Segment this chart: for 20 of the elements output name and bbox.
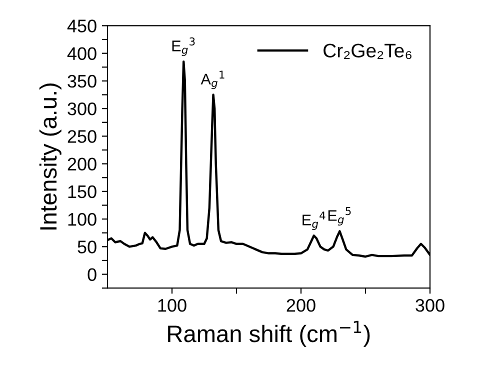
y-tick-label: 50	[78, 240, 96, 254]
legend-label: Cr₂Ge₂Te₆	[324, 44, 412, 60]
y-tick-label: 400	[67, 47, 96, 60]
x-tick-label: 200	[286, 298, 316, 312]
y-tick-label: 100	[68, 212, 96, 226]
x-axis-title: Raman shift (cm$^{−1}$)	[168, 320, 370, 347]
annotation: E$_{g}$$^{4}$	[302, 212, 326, 230]
y-axis-title: Intensity (a.u.)	[39, 84, 62, 230]
y-tick-label: 300	[68, 102, 96, 116]
x-tick-label: 300	[416, 298, 444, 312]
x-tick-label: 100	[158, 298, 186, 312]
y-tick-label: 250	[68, 130, 96, 143]
y-tick-label: 450	[67, 20, 96, 32]
y-tick-label: 200	[68, 158, 96, 171]
annotation: A$_{g}$$^{1}$	[200, 70, 224, 90]
y-tick-label: 150	[68, 185, 96, 198]
y-tick-label: 0	[88, 268, 96, 282]
annotation: E$_{g}$$^{5}$	[328, 207, 351, 226]
annotation: E$_{g}$$^{3}$	[172, 37, 195, 56]
y-tick-label: 350	[68, 74, 96, 88]
